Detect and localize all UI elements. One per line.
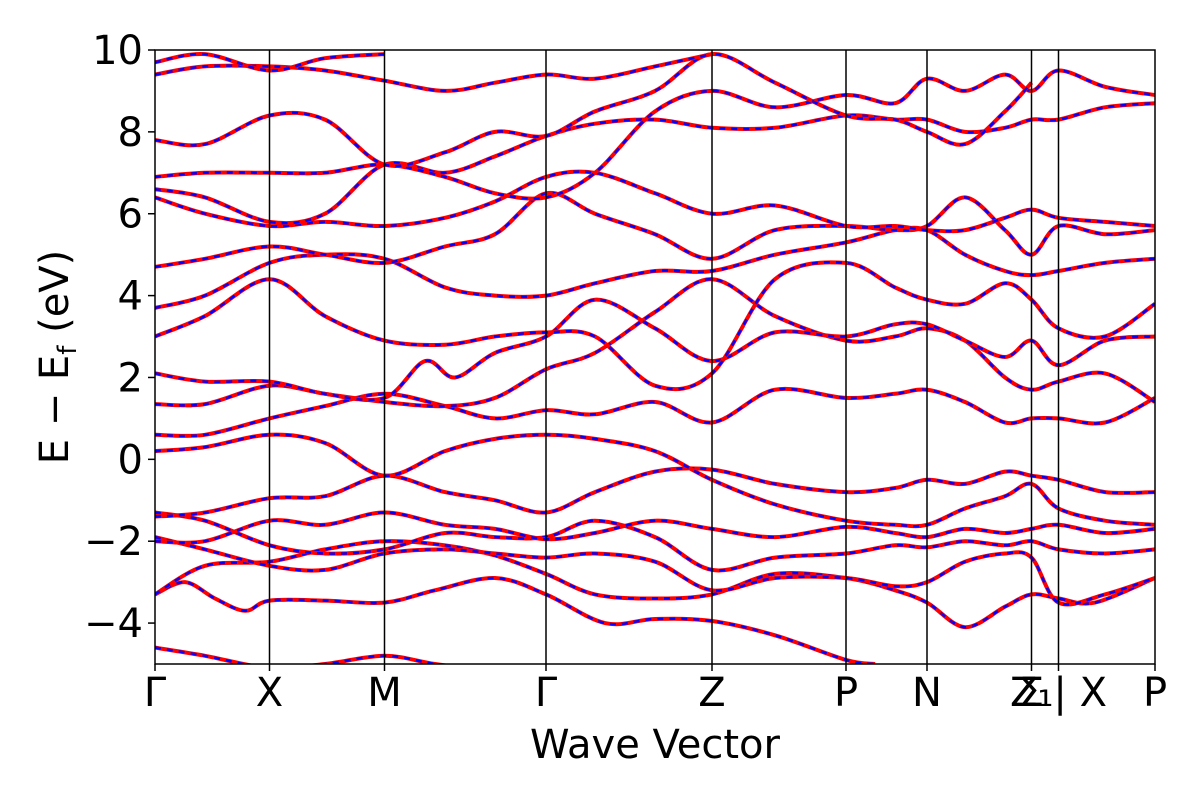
x-tick-label: Z bbox=[698, 670, 725, 716]
y-tick-label: −2 bbox=[84, 519, 143, 565]
band-dash-0 bbox=[155, 646, 444, 664]
y-axis-label-main: E − E bbox=[32, 355, 78, 465]
y-axis-label-sub: f bbox=[53, 345, 83, 355]
y-axis-label-unit: (eV) bbox=[32, 250, 78, 346]
y-tick-label: 0 bbox=[118, 437, 143, 483]
y-tick-label: 8 bbox=[118, 110, 143, 156]
y-tick-label: 6 bbox=[118, 192, 143, 238]
band-dash-1 bbox=[155, 576, 876, 664]
x-axis-ticks: Γ X M Γ Z P N ΣZ₁| X P bbox=[144, 664, 1167, 716]
band-dash-9 bbox=[155, 277, 1155, 408]
x-tick-label: Γ bbox=[535, 670, 558, 716]
x-tick-label: Γ bbox=[144, 670, 167, 716]
x-axis-label: Wave Vector bbox=[530, 722, 781, 768]
band-dash-10 bbox=[155, 298, 1155, 402]
x-tick-label: X bbox=[256, 670, 283, 716]
y-tick-label: 10 bbox=[92, 28, 143, 74]
x-tick-label: Σ bbox=[1019, 670, 1044, 716]
y-tick-label: 4 bbox=[118, 274, 143, 320]
kpoint-lines bbox=[268, 50, 1060, 664]
band-dash-18 bbox=[155, 52, 713, 93]
y-axis-label: E − Ef (eV) bbox=[32, 250, 83, 465]
x-tick-label: M bbox=[367, 670, 402, 716]
x-tick-label: Z₁| X bbox=[1010, 670, 1107, 716]
x-tick-label: P bbox=[834, 670, 858, 716]
plot-frame bbox=[154, 49, 1156, 665]
band-dash-15 bbox=[155, 101, 1155, 225]
band-dash-19 bbox=[155, 52, 385, 72]
x-tick-label: N bbox=[912, 670, 942, 716]
band-dash-3 bbox=[155, 535, 1155, 606]
y-tick-label: 2 bbox=[118, 355, 143, 401]
y-axis-ticks: −4 −2 0 2 4 6 8 10 bbox=[84, 28, 155, 647]
band-dash-6 bbox=[155, 467, 1155, 518]
x-tick-label: P bbox=[1143, 670, 1167, 716]
y-tick-label: −4 bbox=[84, 601, 143, 647]
